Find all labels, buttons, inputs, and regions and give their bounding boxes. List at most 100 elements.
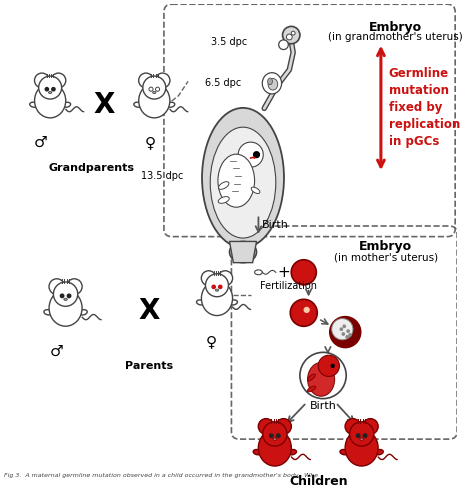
Ellipse shape	[210, 127, 276, 238]
Text: 6.5 dpc: 6.5 dpc	[205, 78, 241, 88]
Circle shape	[60, 294, 64, 298]
Circle shape	[206, 274, 228, 297]
Text: ♂: ♂	[50, 344, 64, 359]
Ellipse shape	[268, 78, 273, 85]
Text: Parents: Parents	[126, 361, 173, 371]
Text: (in grandmother's uterus): (in grandmother's uterus)	[328, 32, 463, 42]
Ellipse shape	[307, 386, 316, 392]
Ellipse shape	[218, 197, 229, 203]
Ellipse shape	[153, 92, 156, 94]
Ellipse shape	[345, 429, 378, 466]
Ellipse shape	[218, 154, 255, 207]
Ellipse shape	[219, 182, 229, 189]
Ellipse shape	[308, 362, 335, 396]
Ellipse shape	[340, 450, 348, 455]
Circle shape	[143, 76, 166, 99]
Circle shape	[345, 419, 361, 434]
Ellipse shape	[79, 310, 87, 315]
Circle shape	[238, 142, 263, 167]
Circle shape	[356, 434, 360, 437]
Ellipse shape	[253, 450, 262, 455]
Circle shape	[279, 40, 288, 49]
Circle shape	[270, 434, 273, 437]
Text: Children: Children	[289, 475, 347, 488]
Circle shape	[290, 299, 317, 326]
Circle shape	[331, 364, 334, 367]
Circle shape	[291, 260, 316, 285]
Text: ♂: ♂	[34, 135, 47, 150]
Ellipse shape	[63, 102, 71, 107]
Circle shape	[218, 271, 233, 285]
Ellipse shape	[48, 92, 52, 94]
Circle shape	[276, 419, 292, 434]
Text: Birth: Birth	[310, 401, 337, 411]
Circle shape	[212, 285, 215, 288]
Ellipse shape	[201, 281, 233, 316]
Text: +: +	[277, 265, 290, 280]
Circle shape	[364, 434, 367, 437]
Ellipse shape	[308, 374, 315, 381]
Circle shape	[201, 271, 216, 285]
Ellipse shape	[374, 450, 383, 455]
Ellipse shape	[197, 300, 205, 305]
Text: Fertilization: Fertilization	[260, 281, 318, 291]
Circle shape	[347, 330, 349, 332]
Text: 3.5 dpc: 3.5 dpc	[210, 37, 247, 47]
Ellipse shape	[49, 290, 82, 326]
Circle shape	[51, 73, 66, 88]
Ellipse shape	[44, 310, 53, 315]
Ellipse shape	[288, 450, 297, 455]
Circle shape	[318, 355, 339, 377]
Ellipse shape	[258, 429, 292, 466]
Text: Birth: Birth	[262, 220, 289, 230]
Text: ♀: ♀	[205, 335, 217, 350]
Circle shape	[342, 333, 345, 335]
Circle shape	[66, 279, 82, 294]
Circle shape	[54, 282, 78, 306]
Circle shape	[291, 31, 295, 35]
Circle shape	[49, 279, 64, 294]
Circle shape	[149, 87, 153, 91]
Circle shape	[155, 73, 170, 88]
Ellipse shape	[251, 187, 260, 194]
Circle shape	[343, 325, 346, 327]
Ellipse shape	[229, 300, 237, 305]
Text: X: X	[139, 297, 160, 325]
Circle shape	[304, 308, 309, 313]
Text: (in mother's uterus): (in mother's uterus)	[334, 252, 438, 262]
Circle shape	[254, 152, 259, 158]
Circle shape	[286, 34, 292, 40]
Circle shape	[258, 419, 274, 434]
Ellipse shape	[255, 270, 262, 275]
Text: Embryo: Embryo	[359, 241, 412, 253]
Circle shape	[39, 76, 62, 99]
Circle shape	[35, 73, 49, 88]
Ellipse shape	[35, 83, 66, 118]
Circle shape	[346, 336, 348, 338]
Ellipse shape	[139, 83, 170, 118]
Ellipse shape	[215, 289, 219, 291]
Ellipse shape	[229, 242, 256, 263]
Text: Grandparents: Grandparents	[49, 163, 135, 174]
Circle shape	[300, 352, 346, 399]
Ellipse shape	[273, 438, 276, 440]
Ellipse shape	[64, 298, 67, 300]
Circle shape	[363, 419, 378, 434]
Polygon shape	[229, 242, 256, 263]
Text: Fig 3.  A maternal germline mutation observed in a child occurred in the grandmo: Fig 3. A maternal germline mutation obse…	[4, 473, 318, 478]
Text: X: X	[93, 92, 115, 119]
Circle shape	[340, 328, 343, 330]
Ellipse shape	[262, 72, 282, 94]
Ellipse shape	[202, 108, 284, 247]
Ellipse shape	[134, 102, 142, 107]
Ellipse shape	[167, 102, 175, 107]
Text: Embryo: Embryo	[369, 21, 422, 34]
Circle shape	[155, 87, 160, 91]
Ellipse shape	[30, 102, 38, 107]
Circle shape	[332, 318, 353, 340]
Circle shape	[219, 285, 222, 288]
Ellipse shape	[268, 78, 278, 90]
Text: ♀: ♀	[145, 135, 156, 150]
Circle shape	[263, 422, 287, 446]
Circle shape	[349, 334, 351, 336]
